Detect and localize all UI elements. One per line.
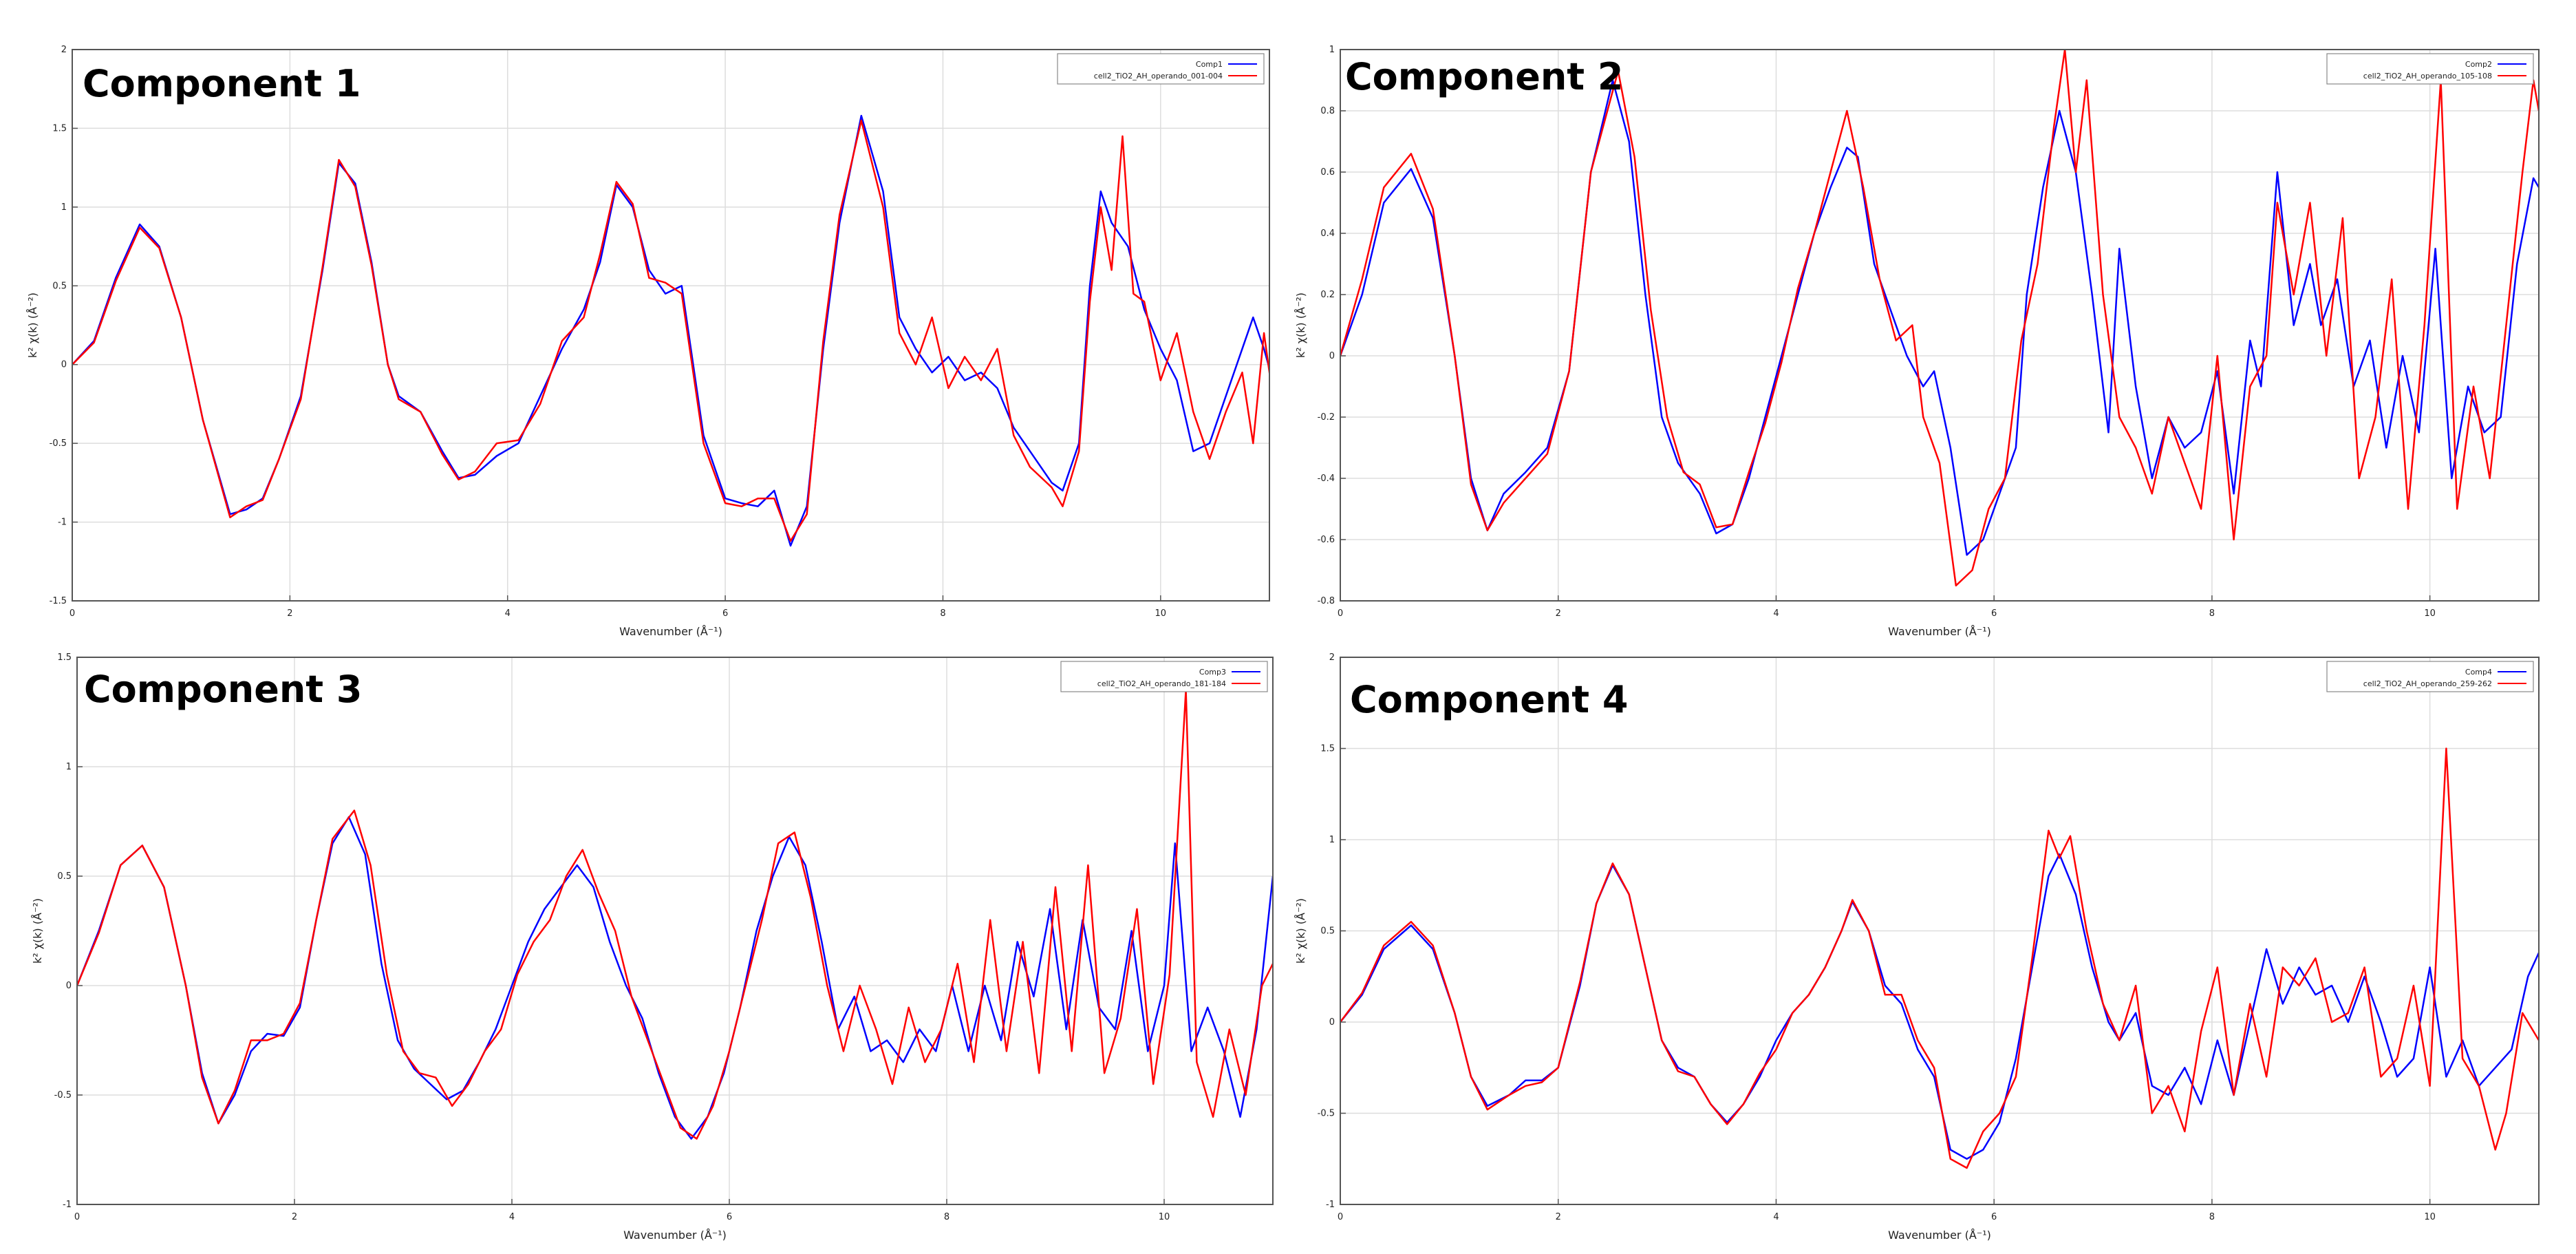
x-tick-label: 6 <box>1991 608 1997 619</box>
y-tick-label: 0.2 <box>1320 290 1335 300</box>
x-tick-label: 4 <box>1773 1212 1779 1222</box>
x-tick-label: 4 <box>1773 608 1779 619</box>
x-axis-label: Wavenumber (Å⁻¹) <box>1888 625 1991 638</box>
x-tick-label: 0 <box>69 608 75 619</box>
y-tick-label: -0.5 <box>1318 1109 1335 1119</box>
plot-frame <box>76 657 1274 1205</box>
y-axis-label: k² χ(k) (Å⁻²) <box>1294 898 1307 964</box>
chart-panel-1: 0 2 4 6 8 10 -1.5 -1 -0.5 0 0.5 1 1.5 2 Wavenumber (Å⁻… <box>26 45 1270 638</box>
y-tick-label: 0.8 <box>1320 106 1335 116</box>
y-tick-label: 0 <box>61 360 67 370</box>
y-tick-label: -1.5 <box>50 596 67 606</box>
x-tick-label: 2 <box>1556 608 1561 619</box>
legend-entry-label: cell2_TiO2_AH_operando_105-108 <box>2363 72 2492 81</box>
series-line-measured <box>72 119 1269 542</box>
y-tick-label: -0.5 <box>54 1090 72 1101</box>
x-tick-label: 8 <box>940 608 945 619</box>
x-tick-label: 2 <box>1556 1212 1561 1222</box>
x-tick-label: 2 <box>287 608 292 619</box>
x-tick-label: 8 <box>944 1212 949 1222</box>
x-tick-label: 4 <box>509 1212 515 1222</box>
legend-box <box>2326 661 2534 692</box>
legend: Comp1 cell2_TiO2_AH_operando_001-004 <box>1057 53 1265 85</box>
series-line-measured <box>77 689 1273 1140</box>
x-tick-label: 4 <box>505 608 511 619</box>
legend: Comp2 cell2_TiO2_AH_operando_105-108 <box>2326 53 2534 85</box>
y-axis-label: k² χ(k) (Å⁻²) <box>26 293 39 358</box>
x-axis-label: Wavenumber (Å⁻¹) <box>1888 1229 1991 1242</box>
y-tick-label: 0 <box>1329 1017 1335 1028</box>
x-axis-label: Wavenumber (Å⁻¹) <box>619 625 722 638</box>
chart-panel-3: 0 2 4 6 8 10 -1 -0.5 0 0.5 1 1.5 Wavenumber (Å⁻¹) k² … <box>31 652 1274 1242</box>
panel-title: Component 2 <box>1345 55 1623 98</box>
x-tick-label: 8 <box>2209 608 2215 619</box>
legend: Comp3 cell2_TiO2_AH_operando_181-184 <box>1060 661 1268 692</box>
plot-frame <box>1340 49 2540 602</box>
legend-entry-label: cell2_TiO2_AH_operando_259-262 <box>2363 679 2492 688</box>
chart-panel-4: 0 2 4 6 8 10 -1 -0.5 0 0.5 1 1.5 2 Wavenumber (Å⁻¹) k²… <box>1294 652 2540 1242</box>
y-tick-label: -1 <box>63 1200 72 1210</box>
x-tick-label: 8 <box>2209 1212 2215 1222</box>
legend-box <box>1060 661 1268 692</box>
x-tick-label: 10 <box>1159 1212 1170 1222</box>
x-tick-label: 6 <box>1991 1212 1997 1222</box>
y-tick-label: 1.5 <box>1320 744 1335 754</box>
y-tick-label: -0.4 <box>1318 474 1335 484</box>
y-axis-label: k² χ(k) (Å⁻²) <box>1294 293 1307 358</box>
panel-title: Component 1 <box>83 62 361 105</box>
y-tick-label: -0.5 <box>50 438 67 449</box>
y-tick-label: -1 <box>1326 1200 1335 1210</box>
panel-title: Component 4 <box>1350 678 1628 721</box>
panel-title: Component 3 <box>84 668 362 711</box>
x-tick-label: 6 <box>727 1212 732 1222</box>
legend-box <box>2326 53 2534 85</box>
legend-entry-label: cell2_TiO2_AH_operando_001-004 <box>1094 72 1223 81</box>
y-tick-label: 0.5 <box>52 281 67 291</box>
x-axis-label: Wavenumber (Å⁻¹) <box>623 1229 727 1242</box>
y-tick-label: 1.5 <box>52 123 67 134</box>
series-line-measured <box>1340 747 2539 1169</box>
y-tick-label: 1 <box>1329 45 1335 55</box>
y-tick-label: 0.4 <box>1320 229 1335 239</box>
y-tick-label: -0.2 <box>1318 412 1335 423</box>
legend-entry-label: Comp2 <box>2465 60 2492 69</box>
chart-panel-2: 0 2 4 6 8 10 -0.8 -0.6 -0.4 -0.2 0 0.2 0.4 0.6 0.8 1 Wav… <box>1294 45 2540 638</box>
y-tick-label: 2 <box>61 45 67 55</box>
y-tick-label: 0 <box>1329 351 1335 361</box>
x-tick-label: 0 <box>74 1212 80 1222</box>
y-tick-label: 1 <box>1329 835 1335 845</box>
x-tick-label: 6 <box>722 608 728 619</box>
x-tick-label: 10 <box>1155 608 1167 619</box>
x-tick-label: 0 <box>1338 1212 1343 1222</box>
legend-entry-label: cell2_TiO2_AH_operando_181-184 <box>1097 679 1226 688</box>
y-tick-label: 0.5 <box>57 871 72 882</box>
y-tick-label: 1.5 <box>57 652 72 663</box>
y-tick-label: 0 <box>66 981 72 991</box>
legend-entry-label: Comp4 <box>2465 668 2492 677</box>
legend-box <box>1057 53 1265 85</box>
y-tick-label: 1 <box>66 762 72 772</box>
x-tick-label: 0 <box>1338 608 1343 619</box>
y-tick-label: -0.8 <box>1318 596 1335 606</box>
legend-entry-label: Comp1 <box>1196 60 1223 69</box>
y-tick-label: 1 <box>61 202 67 213</box>
y-axis-label: k² χ(k) (Å⁻²) <box>31 898 44 964</box>
series-line-measured <box>1340 50 2539 587</box>
legend-entry-label: Comp3 <box>1199 668 1226 677</box>
y-tick-label: 2 <box>1329 652 1335 663</box>
y-tick-label: 0.6 <box>1320 167 1335 178</box>
plot-frame <box>72 49 1270 602</box>
legend: Comp4 cell2_TiO2_AH_operando_259-262 <box>2326 661 2534 692</box>
x-tick-label: 2 <box>292 1212 297 1222</box>
x-tick-label: 10 <box>2424 608 2436 619</box>
y-tick-label: -0.6 <box>1318 535 1335 545</box>
series-line-component <box>1340 853 2539 1160</box>
x-tick-label: 10 <box>2424 1212 2436 1222</box>
y-tick-label: -1 <box>58 518 67 528</box>
y-tick-label: 0.5 <box>1320 926 1335 937</box>
